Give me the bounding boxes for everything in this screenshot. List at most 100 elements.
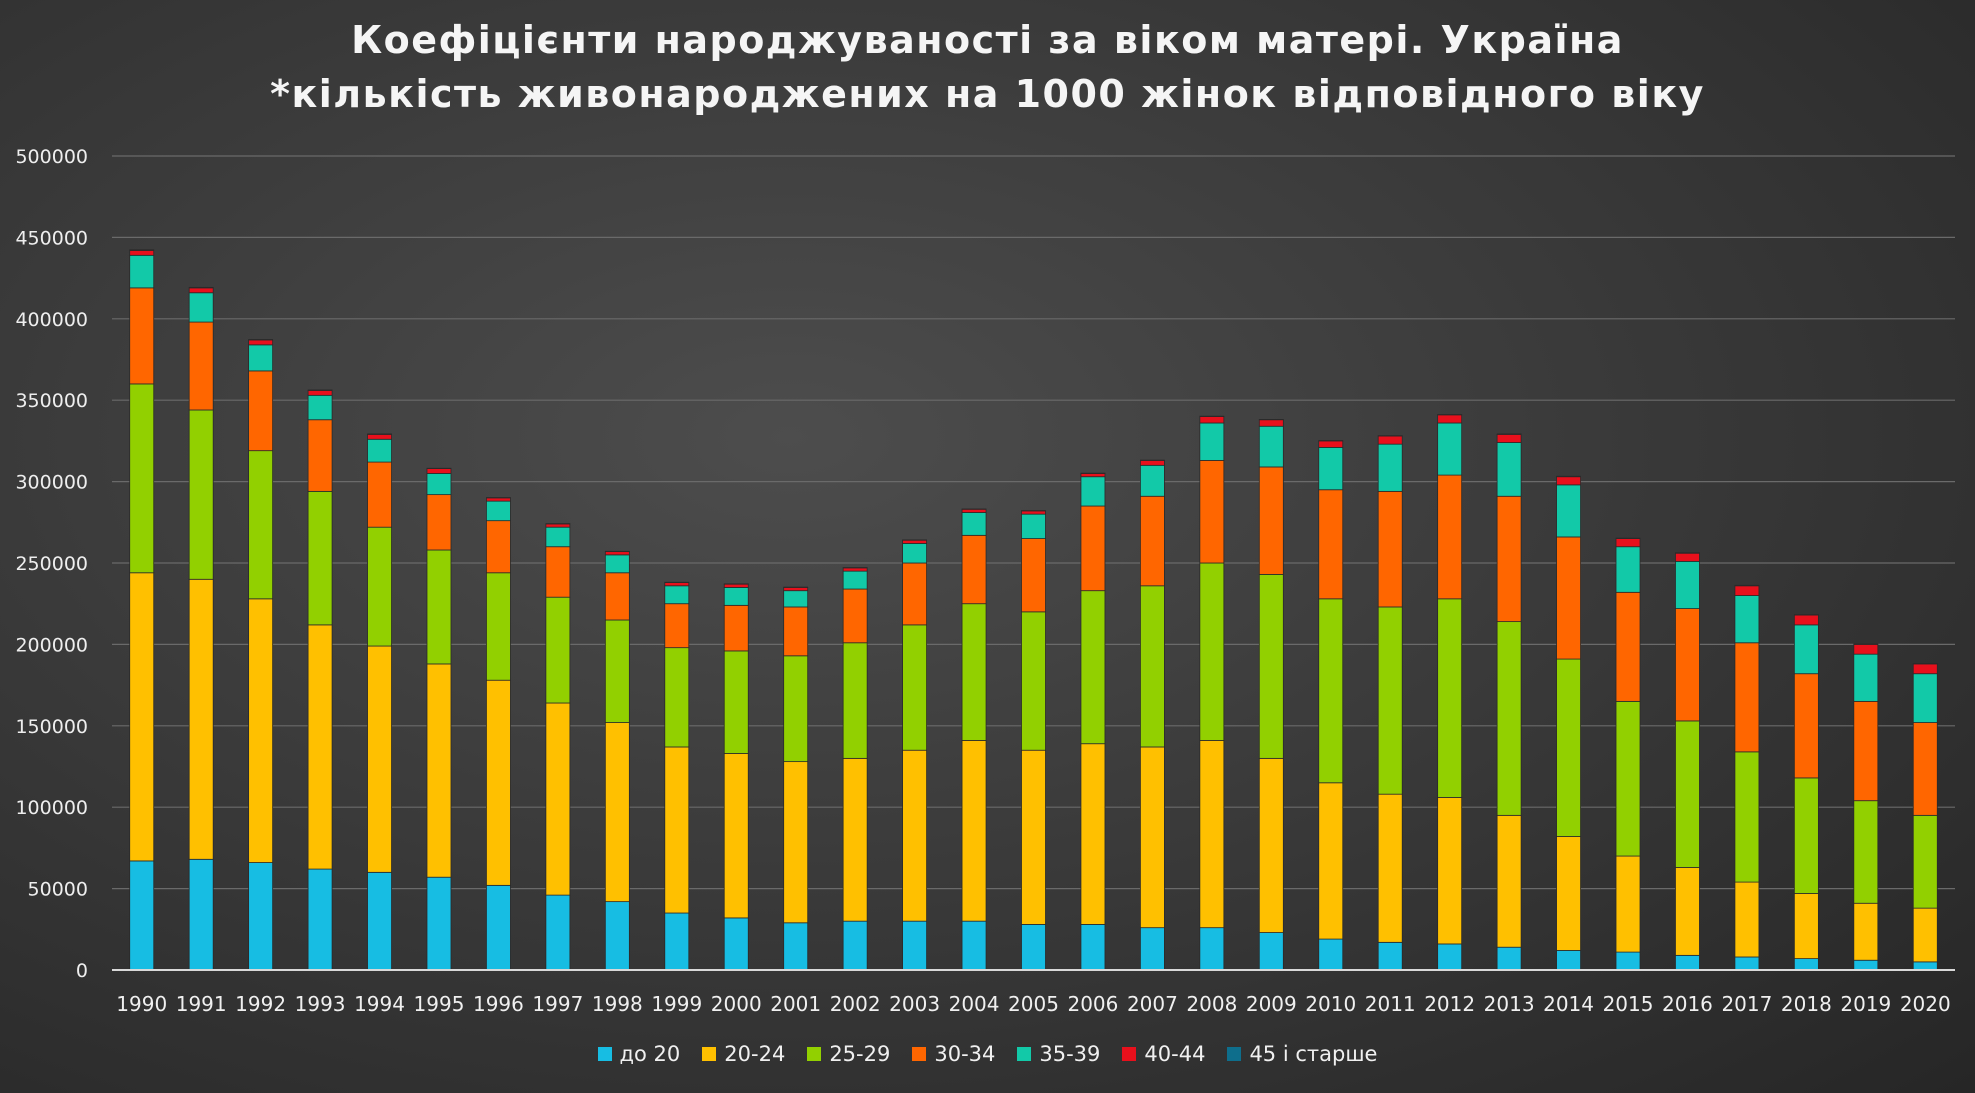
bar-segment [842,567,868,572]
bar-segment [1793,958,1819,971]
bar-segment [426,473,452,496]
bar-segment [545,546,571,598]
bar-segment [842,588,868,644]
bar-segment [664,647,690,748]
bar-segment [961,534,987,605]
bar-segment [1258,466,1284,575]
bar-segment [1140,460,1165,466]
bar-segment [1318,938,1344,971]
bar-segment [1496,495,1522,623]
bar-segment [545,526,571,548]
bar-segment [1675,560,1700,609]
bar-segment [545,702,571,896]
bar-segment [1140,746,1165,929]
bar-segment [783,587,809,592]
bar-segment [604,722,630,903]
bar-segment [1496,814,1522,948]
bar-segment [1496,621,1522,816]
legend-swatch [1122,1047,1137,1061]
bar-segment [783,606,809,657]
legend-item: до 20 [597,1042,680,1066]
bar-segment [664,912,690,971]
bar-segment [1793,673,1819,779]
bar-segment [1556,950,1581,971]
bar-segment [248,450,274,600]
bar-segment [902,749,927,922]
bar-segment [1675,608,1700,722]
bar-segment [1912,663,1938,675]
x-tick-label: 2008 [1186,992,1237,1016]
bar-segment [1258,419,1284,427]
y-tick-label: 100000 [15,797,88,819]
x-tick-label: 1996 [473,992,524,1016]
bar-segment [1199,460,1225,564]
bar-segment [1793,777,1819,894]
bar-segment [307,490,333,626]
bar-segment [129,287,155,385]
bar-segment [188,287,214,294]
bar-segment [307,624,333,870]
bar-segment [426,876,452,971]
x-tick-label: 2005 [1008,992,1059,1016]
bar-segment [367,526,392,647]
bar-segment [1021,611,1046,751]
bar-segment [842,642,868,759]
bar-segment [1853,959,1879,971]
bar-segment [723,650,749,754]
bar-segment [842,757,868,922]
bar-segment [1080,473,1106,478]
bar-segment [842,570,868,590]
bar-segment [1140,464,1165,497]
bar-segment [902,539,927,544]
bar-segment [1080,590,1106,745]
bar-segment [188,858,214,971]
bar-segment [783,655,809,763]
bar-segment [1140,495,1165,587]
bar-segment [1853,644,1879,655]
bar-segment [129,254,155,289]
bar-segment [902,920,927,971]
bar-segment [1199,562,1225,741]
bar-segment [188,409,214,580]
bar-segment [902,624,927,751]
x-tick-label: 2001 [770,992,821,1016]
x-tick-label: 2000 [711,992,762,1016]
x-tick-label: 1993 [295,992,346,1016]
bar-segment [188,292,214,323]
bar-segment [1377,606,1403,795]
legend-item: 25-29 [807,1042,890,1066]
bar-segment [1080,924,1106,971]
bar-segment [1853,700,1879,802]
bar-segment [664,582,690,587]
bar-segment [248,862,274,971]
y-tick-label: 250000 [15,553,88,575]
bar-segment [1080,505,1106,592]
bar-segment [1556,836,1581,951]
bar-segment [1734,956,1760,971]
bar-segment [1615,951,1641,971]
legend-item: 40-44 [1122,1042,1205,1066]
bar-segment [842,920,868,971]
bar-segment [604,619,630,723]
bar-segment [1615,591,1641,702]
x-tick-label: 1991 [176,992,227,1016]
legend-swatch [912,1047,927,1061]
bar-segment [1437,797,1463,945]
bar-segment [1080,743,1106,925]
x-tick-label: 2006 [1067,992,1118,1016]
bar-segment [1734,642,1760,753]
bar-segment [367,645,392,873]
bar-segment [604,572,630,621]
bar-segment [248,370,274,452]
bar-segment [1556,658,1581,837]
x-tick-label: 1998 [592,992,643,1016]
legend-swatch [597,1047,612,1061]
bar-segment [545,523,571,528]
bar-segment [1912,722,1938,816]
y-tick-label: 450000 [15,227,88,249]
bar-segment [961,920,987,971]
bar-segment [129,572,155,862]
x-tick-label: 2020 [1900,992,1951,1016]
y-tick-label: 300000 [15,472,88,494]
